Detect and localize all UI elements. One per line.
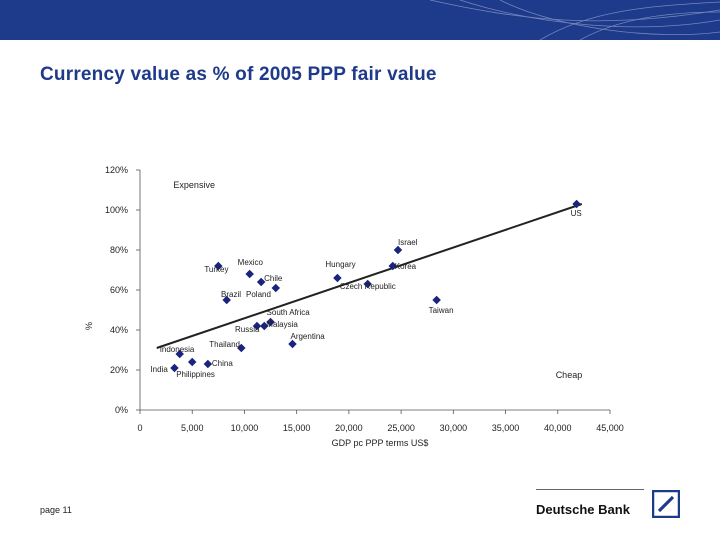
point-label: China xyxy=(212,359,233,368)
x-tick-label: 5,000 xyxy=(181,423,204,433)
data-point xyxy=(245,269,254,279)
x-axis-title: GDP pc PPP terms US$ xyxy=(332,438,429,448)
x-tick-label: 30,000 xyxy=(440,423,468,433)
point-label: India xyxy=(150,365,168,374)
x-tick-label: 10,000 xyxy=(231,423,259,433)
x-tick-label: 0 xyxy=(137,423,142,433)
data-point xyxy=(432,295,441,305)
point-label: South Africa xyxy=(267,308,311,317)
data-point xyxy=(333,273,342,283)
data-point xyxy=(170,363,179,373)
data-point xyxy=(260,321,269,331)
point-label: Israel xyxy=(398,238,418,247)
data-point xyxy=(222,295,231,305)
y-axis-title: % xyxy=(84,322,94,330)
data-point xyxy=(266,317,275,327)
y-tick-label: 100% xyxy=(105,205,128,215)
y-tick-label: 0% xyxy=(115,405,128,415)
point-label: Indonesia xyxy=(160,345,195,354)
data-point xyxy=(187,357,197,367)
brand-name: Deutsche Bank xyxy=(536,502,630,517)
point-label: Malaysia xyxy=(266,320,298,329)
data-point xyxy=(237,343,246,353)
y-tick-label: 120% xyxy=(105,165,128,175)
page-number: page 11 xyxy=(40,505,72,515)
point-label: Argentina xyxy=(290,332,325,341)
point-label: Poland xyxy=(246,290,271,299)
logo-divider xyxy=(536,489,644,490)
point-label: Mexico xyxy=(238,258,264,267)
point-label: Russia xyxy=(235,325,260,334)
y-tick-label: 80% xyxy=(110,245,128,255)
point-label: Philippines xyxy=(176,370,215,379)
point-label: US xyxy=(571,209,582,218)
y-tick-label: 60% xyxy=(110,285,128,295)
deutsche-bank-logo-icon xyxy=(652,490,680,518)
x-tick-label: 15,000 xyxy=(283,423,311,433)
data-point xyxy=(256,277,266,287)
point-label: Hungary xyxy=(325,260,355,269)
y-tick-label: 40% xyxy=(110,325,128,335)
x-tick-label: 35,000 xyxy=(492,423,520,433)
trend-line xyxy=(156,203,583,349)
point-label: Czech Republic xyxy=(340,282,396,291)
point-label: Korea xyxy=(395,262,417,271)
data-point xyxy=(393,245,403,255)
data-point xyxy=(252,321,262,331)
x-tick-label: 45,000 xyxy=(596,423,624,433)
point-label: Taiwan xyxy=(429,306,454,315)
point-label: Turkey xyxy=(204,265,228,274)
point-label: Brazil xyxy=(221,290,241,299)
data-point xyxy=(203,359,213,369)
data-point xyxy=(363,279,372,289)
data-point xyxy=(388,261,397,271)
annotation-label: Expensive xyxy=(173,180,215,190)
slide-title: Currency value as % of 2005 PPP fair val… xyxy=(40,64,437,85)
data-point xyxy=(288,339,297,349)
y-tick-label: 20% xyxy=(110,365,128,375)
data-point xyxy=(271,283,281,293)
annotation-label: Cheap xyxy=(556,370,583,380)
x-tick-label: 25,000 xyxy=(387,423,415,433)
data-point xyxy=(214,261,223,271)
point-label: Chile xyxy=(264,274,283,283)
data-point xyxy=(175,349,184,359)
header-banner xyxy=(0,0,720,44)
point-label: Thailand xyxy=(209,340,240,349)
x-tick-label: 20,000 xyxy=(335,423,363,433)
x-tick-label: 40,000 xyxy=(544,423,572,433)
